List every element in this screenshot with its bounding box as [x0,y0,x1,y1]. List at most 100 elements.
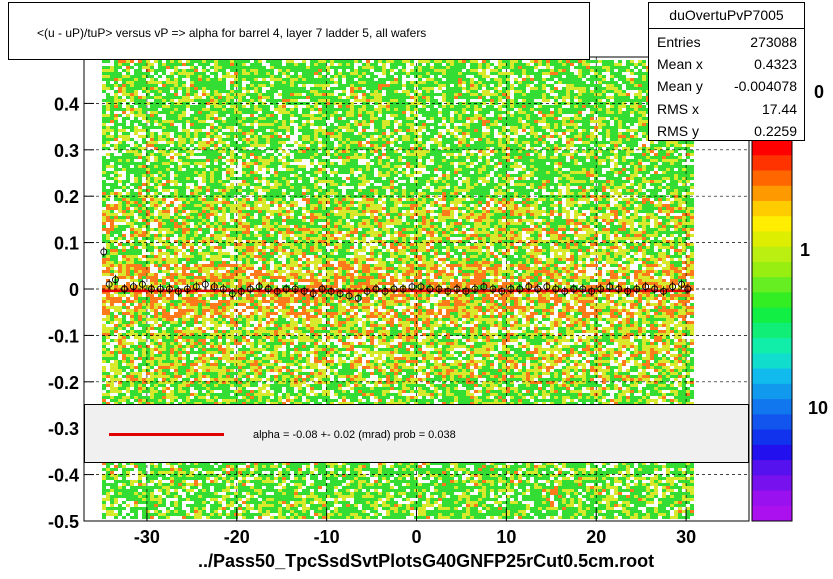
heatmap-cell [154,477,158,480]
heatmap-cell [202,336,206,339]
heatmap-cell [234,285,238,288]
heatmap-cell [166,288,170,291]
heatmap-cell [102,108,106,111]
heatmap-cell [258,81,262,84]
heatmap-cell [202,90,206,93]
heatmap-cell [130,204,134,207]
heatmap-cell [166,381,170,384]
heatmap-cell [186,306,190,309]
heatmap-cell [218,360,222,363]
heatmap-cell [138,330,142,333]
heatmap-cell [114,315,118,318]
heatmap-cell [170,318,174,321]
heatmap-cell [210,315,214,318]
heatmap-cell [110,294,114,297]
heatmap-cell [194,468,198,471]
heatmap-cell [258,84,262,87]
heatmap-cell [258,492,262,495]
heatmap-cell [198,147,202,150]
heatmap-cell [226,117,230,120]
heatmap-cell [194,75,198,78]
heatmap-cell [254,333,258,336]
heatmap-cell [122,315,126,318]
heatmap-cell [190,375,194,378]
heatmap-cell [138,384,142,387]
heatmap-cell [158,483,162,486]
heatmap-cell [138,480,142,483]
heatmap-cell [238,219,242,222]
heatmap-cell [242,501,246,504]
heatmap-cell [238,105,242,108]
heatmap-cell [186,120,190,123]
heatmap-cell [130,219,134,222]
heatmap-cell [154,135,158,138]
heatmap-cell [246,252,250,255]
heatmap-cell [258,144,262,147]
heatmap-cell [190,246,194,249]
heatmap-cell [102,516,106,519]
heatmap-cell [234,228,238,231]
heatmap-cell [122,267,126,270]
heatmap-cell [122,348,126,351]
heatmap-cell [250,318,254,321]
heatmap-cell [202,276,206,279]
heatmap-cell [102,498,106,501]
heatmap-cell [150,387,154,390]
heatmap-cell [206,213,210,216]
heatmap-cell [250,258,254,261]
heatmap-cell [138,207,142,210]
heatmap-cell [138,399,142,402]
heatmap-cell [254,330,258,333]
heatmap-cell [118,123,122,126]
heatmap-cell [222,66,226,69]
heatmap-cell [150,255,154,258]
heatmap-cell [198,207,202,210]
heatmap-cell [146,72,150,75]
heatmap-cell [178,132,182,135]
heatmap-cell [230,150,234,153]
heatmap-cell [178,225,182,228]
heatmap-cell [238,489,242,492]
heatmap-cell [214,477,218,480]
heatmap-cell [262,81,266,84]
heatmap-cell [218,135,222,138]
heatmap-cell [106,294,110,297]
heatmap-cell [202,333,206,336]
heatmap-cell [218,249,222,252]
heatmap-cell [162,396,166,399]
heatmap-cell [130,393,134,396]
heatmap-cell [222,189,226,192]
heatmap-cell [182,114,186,117]
heatmap-cell [102,486,106,489]
heatmap-cell [150,135,154,138]
heatmap-cell [174,351,178,354]
heatmap-cell [130,375,134,378]
heatmap-cell [254,183,258,186]
heatmap-cell [154,372,158,375]
heatmap-cell [254,480,258,483]
heatmap-cell [142,117,146,120]
heatmap-cell [110,252,114,255]
heatmap-cell [258,252,262,255]
heatmap-cell [222,348,226,351]
heatmap-cell [202,297,206,300]
heatmap-cell [198,399,202,402]
heatmap-cell [174,105,178,108]
heatmap-cell [150,207,154,210]
heatmap-cell [190,366,194,369]
heatmap-cell [174,477,178,480]
heatmap-cell [126,276,130,279]
heatmap-cell [258,483,262,486]
heatmap-cell [234,210,238,213]
heatmap-cell [190,108,194,111]
heatmap-cell [162,198,166,201]
heatmap-cell [142,231,146,234]
heatmap-cell [246,174,250,177]
heatmap-cell [230,330,234,333]
heatmap-cell [182,465,186,468]
heatmap-cell [170,339,174,342]
heatmap-cell [134,309,138,312]
heatmap-cell [190,66,194,69]
heatmap-cell [194,189,198,192]
heatmap-cell [258,342,262,345]
